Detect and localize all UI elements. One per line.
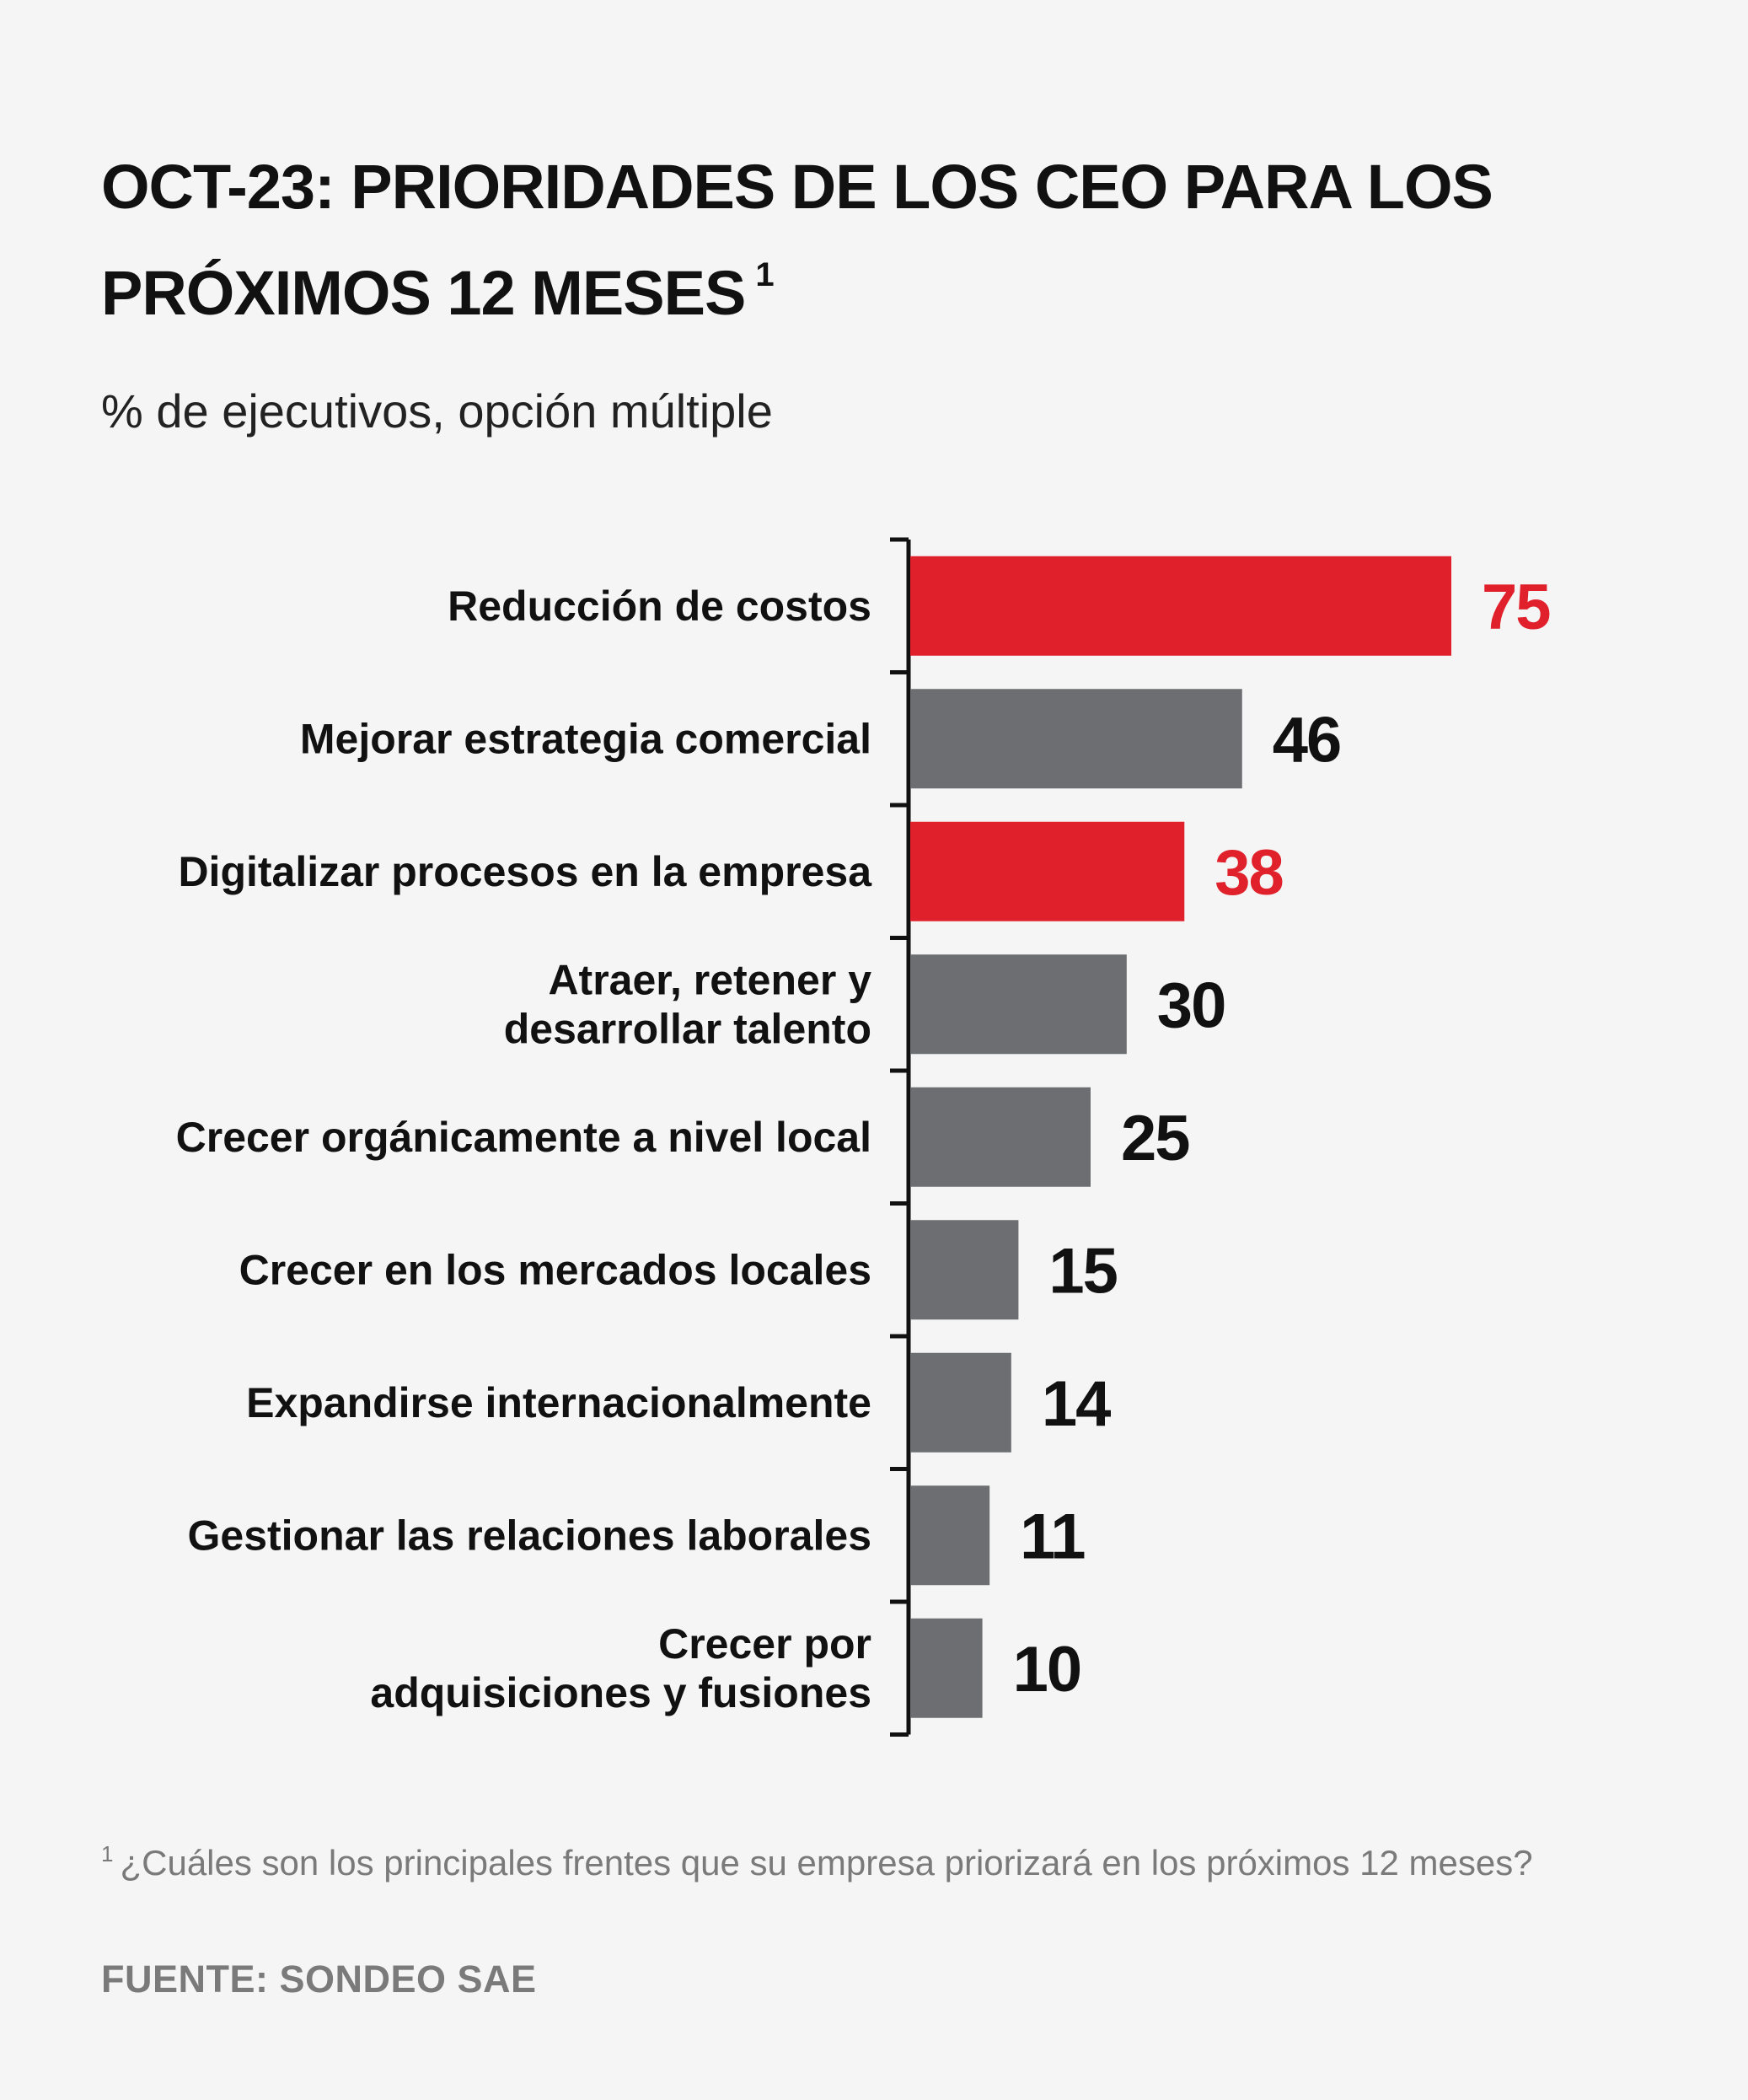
bar: [910, 1220, 1019, 1320]
source-note: FUENTE: SONDEO SAE: [101, 1958, 537, 2001]
bar: [910, 821, 1185, 921]
value-label: 30: [1157, 969, 1225, 1041]
title-footnote-mark: 1: [755, 256, 774, 293]
chart-title: OCT-23: PRIORIDADES DE LOS CEO PARA LOS …: [101, 143, 1618, 337]
value-label: 38: [1214, 837, 1283, 909]
category-label: Expandirse internacionalmente: [246, 1379, 871, 1426]
chart-subtitle: % de ejecutivos, opción múltiple: [101, 384, 773, 438]
category-label: Atraer, retener y desarrollar talento: [504, 956, 871, 1052]
chart-title-text: OCT-23: PRIORIDADES DE LOS CEO PARA LOS …: [101, 152, 1493, 328]
bar: [910, 954, 1127, 1055]
footnote-mark: 1: [101, 1841, 114, 1866]
bar: [910, 1618, 983, 1718]
value-label: 10: [1013, 1634, 1081, 1705]
category-label: Mejorar estrategia comercial: [300, 715, 871, 762]
bar: [910, 1087, 1091, 1187]
value-label: 46: [1273, 704, 1341, 776]
value-label: 11: [1020, 1501, 1085, 1572]
category-label: Crecer orgánicamente a nivel local: [176, 1114, 871, 1161]
footnote: 1 ¿Cuáles son los principales frentes que…: [101, 1834, 1635, 1883]
value-label: 15: [1048, 1235, 1117, 1307]
bar: [910, 1352, 1011, 1453]
value-label: 75: [1482, 572, 1550, 643]
footnote-text: ¿Cuáles son los principales frentes que …: [120, 1843, 1533, 1882]
value-label: 14: [1042, 1368, 1111, 1440]
category-label: Crecer en los mercados locales: [239, 1246, 871, 1293]
category-label: Crecer por adquisiciones y fusiones: [370, 1620, 871, 1716]
bar: [910, 1485, 990, 1586]
category-label: Reducción de costos: [448, 583, 871, 630]
bar-chart: Reducción de costos 75 Mejorar estrategia …: [176, 537, 1552, 1737]
category-label: Gestionar las relaciones laborales: [188, 1512, 872, 1559]
category-label: Digitalizar procesos en la empresa: [178, 848, 872, 895]
bar: [910, 556, 1451, 656]
value-label: 25: [1121, 1103, 1189, 1174]
bar: [910, 689, 1242, 789]
